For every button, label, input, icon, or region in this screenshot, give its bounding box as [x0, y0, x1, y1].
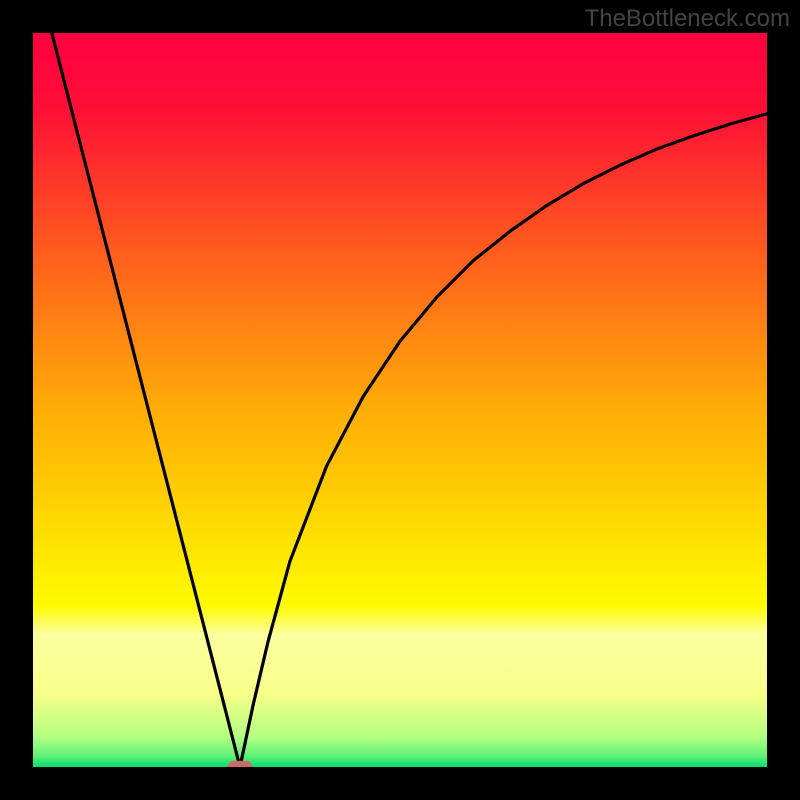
- plot-area: [33, 33, 767, 767]
- watermark-text: TheBottleneck.com: [585, 5, 790, 32]
- bottleneck-chart: TheBottleneck.com: [0, 0, 800, 800]
